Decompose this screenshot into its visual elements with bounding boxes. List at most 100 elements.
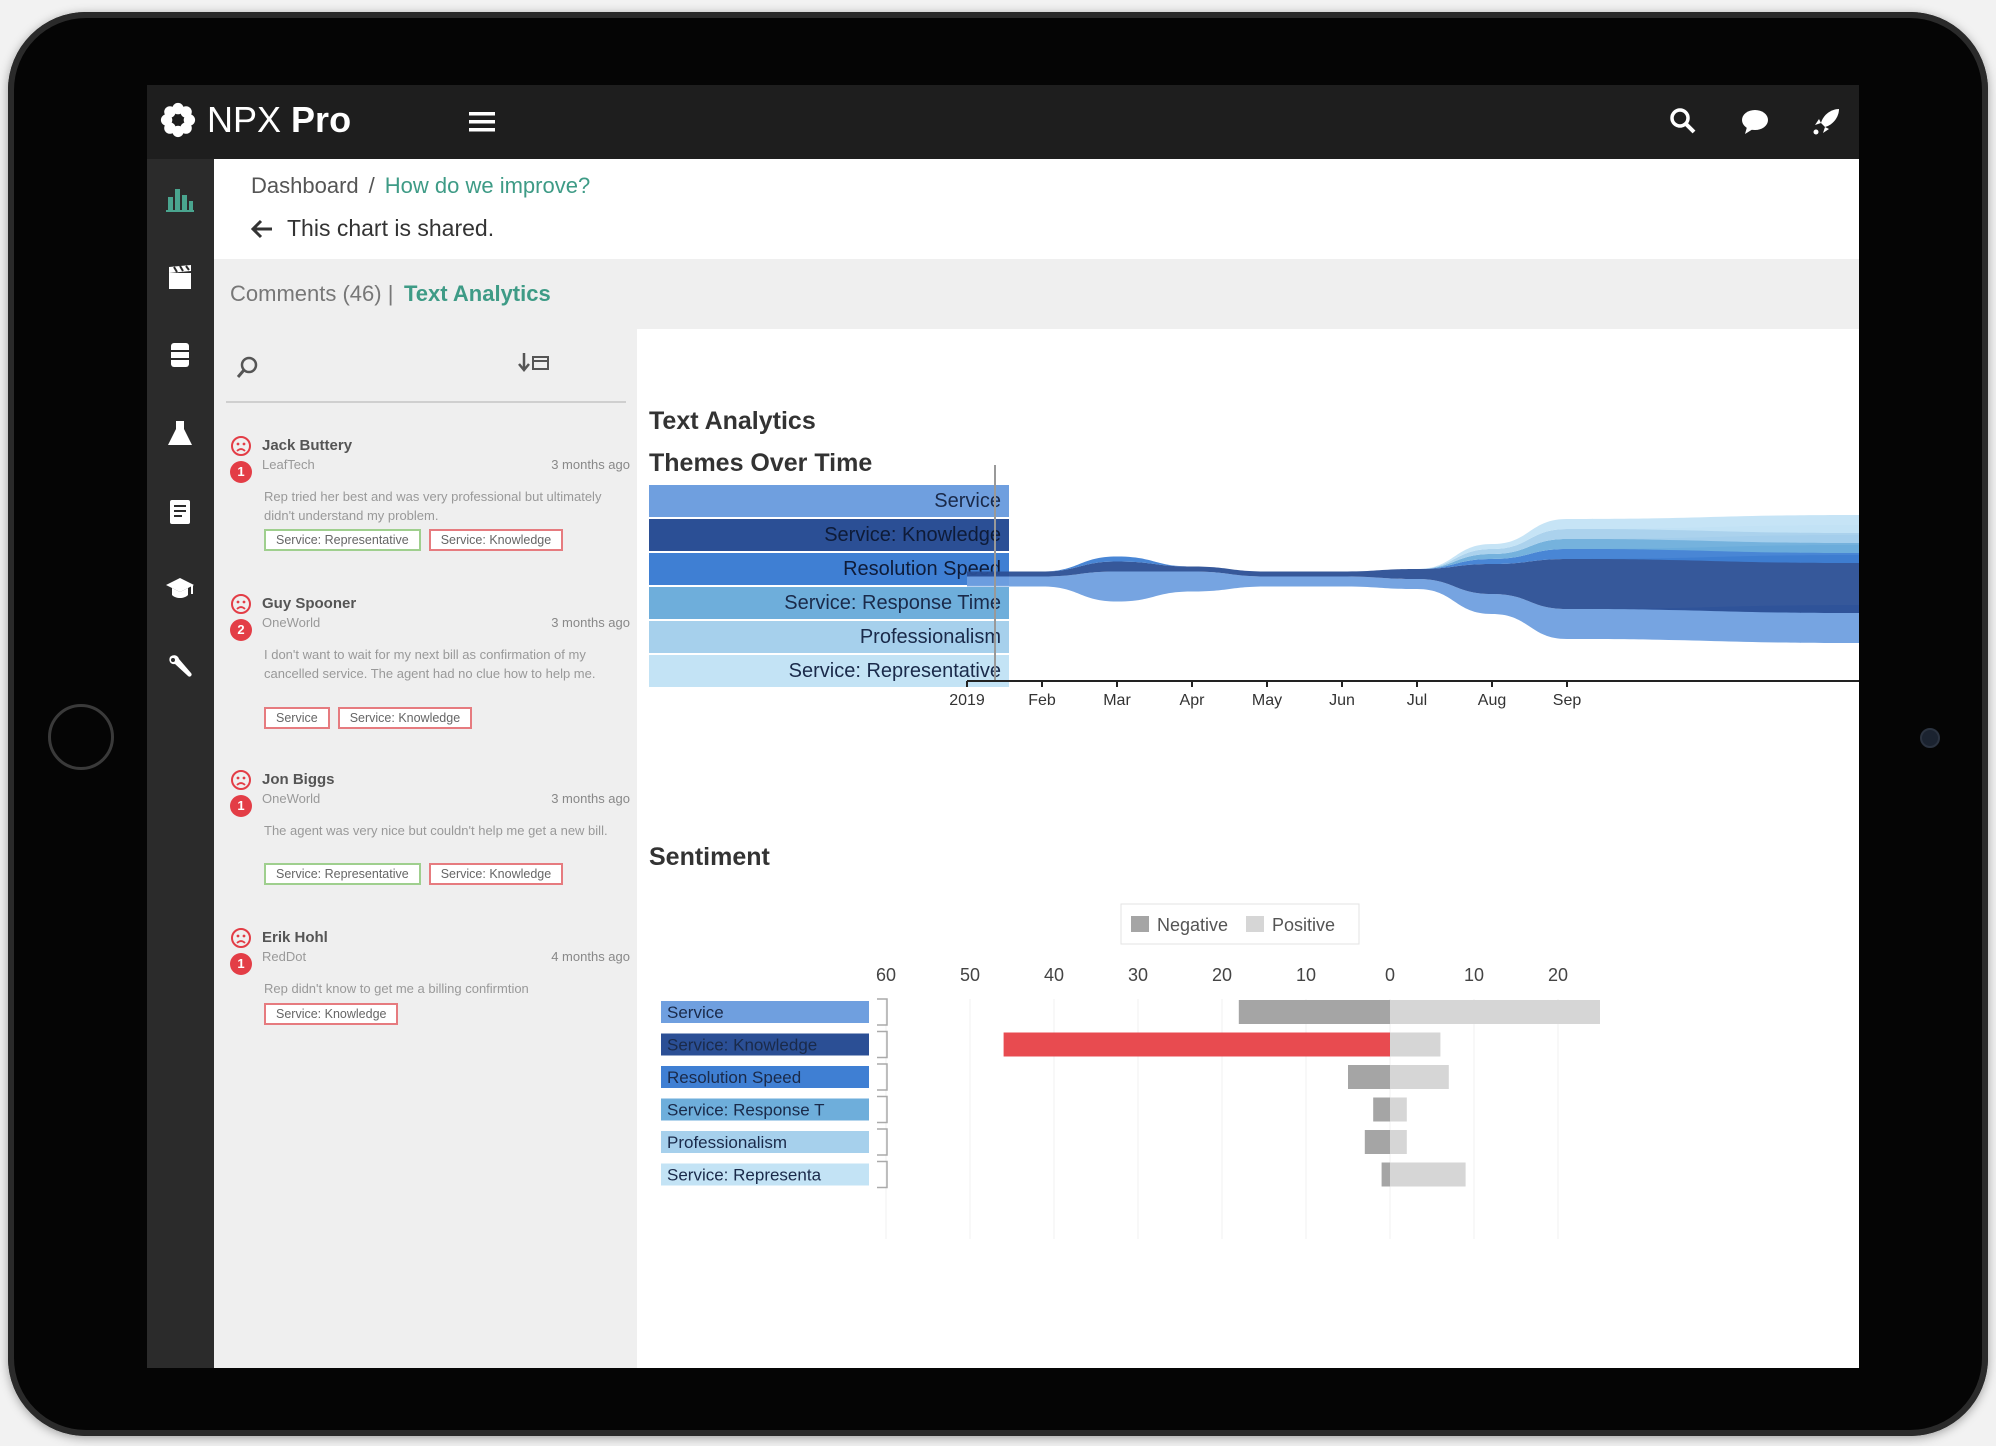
home-button[interactable] bbox=[48, 704, 114, 770]
sad-face-icon bbox=[231, 594, 251, 614]
tag-chip[interactable]: Service: Knowledge bbox=[337, 707, 473, 729]
sidebar-item-learning[interactable] bbox=[164, 573, 196, 605]
flower-logo-icon bbox=[160, 102, 196, 138]
chart-area: Text Analytics Themes Over Time Service … bbox=[637, 329, 1859, 1368]
x-tick-label: 60 bbox=[876, 965, 896, 985]
legend-item-professionalism[interactable]: Professionalism bbox=[649, 621, 1009, 653]
category-bracket bbox=[877, 1063, 888, 1091]
document-icon bbox=[170, 500, 190, 524]
database-icon bbox=[171, 343, 189, 367]
search-icon[interactable] bbox=[1667, 105, 1699, 137]
sidebar bbox=[147, 159, 214, 1368]
chat-icon[interactable] bbox=[1739, 105, 1771, 137]
sidebar-item-settings[interactable] bbox=[164, 651, 196, 683]
back-arrow-icon[interactable] bbox=[251, 219, 273, 239]
category-label: Service: Response T bbox=[667, 1101, 824, 1120]
stream-layer-1 bbox=[967, 555, 1859, 613]
x-tick-label: 30 bbox=[1128, 965, 1148, 985]
legend-item-response-time[interactable]: Service: Response Time bbox=[649, 587, 1009, 619]
sidebar-item-data[interactable] bbox=[164, 339, 196, 371]
brand-logo[interactable]: NPX Pro bbox=[159, 99, 351, 141]
comment-company: LeafTech bbox=[262, 457, 315, 472]
category-label: Service: Representa bbox=[667, 1166, 822, 1185]
x-tick-label: Mar bbox=[1103, 692, 1131, 709]
brand-name: NPX Pro bbox=[207, 99, 352, 140]
menu-icon[interactable] bbox=[467, 107, 497, 137]
count-badge: 2 bbox=[230, 619, 252, 641]
graduation-cap-icon bbox=[166, 578, 194, 598]
legend-box bbox=[1120, 903, 1360, 945]
x-tick-label: 10 bbox=[1296, 965, 1316, 985]
comment-text: I don't want to wait for my next bill as… bbox=[264, 647, 596, 681]
comment-company: RedDot bbox=[262, 949, 307, 964]
tag-chip[interactable]: Service: Representative bbox=[264, 863, 421, 885]
sidebar-item-media[interactable] bbox=[164, 261, 196, 293]
bar-positive bbox=[1390, 1162, 1466, 1187]
tag-chip[interactable]: Service: Representative bbox=[264, 529, 421, 551]
sidebar-item-reports[interactable] bbox=[164, 495, 196, 527]
breadcrumb: Dashboard / How do we improve? bbox=[251, 173, 591, 198]
comment-text: Rep tried her best and was very professi… bbox=[264, 489, 602, 523]
comment-text: The agent was very nice but couldn't hel… bbox=[264, 823, 608, 838]
x-tick-label: Jul bbox=[1407, 692, 1427, 709]
tab-text-analytics[interactable]: Text Analytics bbox=[404, 281, 551, 306]
count-badge: 1 bbox=[230, 795, 252, 817]
tabs-bar: Comments (46) | Text Analytics bbox=[214, 259, 1859, 329]
x-tick-label: 10 bbox=[1464, 965, 1484, 985]
category-label: Resolution Speed bbox=[667, 1068, 801, 1087]
comment-text: Rep didn't know to get me a billing conf… bbox=[264, 981, 529, 996]
stream-layer-0 bbox=[967, 571, 1859, 643]
category-label: Service: Knowledge bbox=[667, 1036, 817, 1055]
tag-chip[interactable]: Service: Knowledge bbox=[264, 1003, 399, 1025]
sad-face-icon bbox=[231, 436, 251, 456]
legend-item-resolution-speed[interactable]: Resolution Speed bbox=[649, 553, 1009, 585]
legend-item-service-knowledge[interactable]: Service: Knowledge bbox=[649, 519, 1009, 551]
bar-negative bbox=[1364, 1130, 1390, 1154]
bar-negative bbox=[1381, 1162, 1390, 1187]
sort-icon[interactable] bbox=[516, 349, 552, 377]
rocket-icon[interactable] bbox=[1811, 105, 1843, 137]
category-bracket bbox=[877, 1030, 888, 1059]
bar-positive bbox=[1390, 1097, 1407, 1122]
legend-item-representative[interactable]: Service: Representative bbox=[649, 655, 1009, 687]
count-badge: 1 bbox=[230, 953, 252, 975]
breadcrumb-current[interactable]: How do we improve? bbox=[384, 173, 591, 198]
sidebar-item-lab[interactable] bbox=[164, 417, 196, 449]
search-icon[interactable] bbox=[234, 354, 262, 382]
legend-swatch-positive bbox=[1246, 916, 1264, 932]
x-tick-label: 2019 bbox=[949, 692, 985, 709]
count-badge: 1 bbox=[230, 461, 252, 483]
sentiment-chart: Negative Positive 60 50 40 30 20 10 0 10 20 Service… bbox=[661, 903, 1600, 1239]
clapperboard-icon bbox=[169, 265, 191, 289]
x-tick-label: 20 bbox=[1548, 965, 1568, 985]
category-label-bg bbox=[661, 1001, 869, 1023]
category-bracket bbox=[877, 1128, 888, 1156]
stream-layer-3 bbox=[967, 535, 1859, 572]
comment-time: 4 months ago bbox=[551, 949, 630, 964]
legend-item-service[interactable]: Service bbox=[649, 485, 1009, 517]
stream-layer-5 bbox=[967, 515, 1859, 572]
themes-legend: Service Service: Knowledge Resolution Sp… bbox=[649, 485, 1009, 689]
bar-positive bbox=[1390, 1065, 1449, 1089]
section-title: Text Analytics bbox=[649, 407, 816, 435]
comment-author: Jon Biggs bbox=[262, 771, 335, 788]
breadcrumb-dashboard[interactable]: Dashboard bbox=[251, 173, 359, 198]
legend-label-negative: Negative bbox=[1157, 915, 1228, 935]
stream-layer-4 bbox=[967, 525, 1859, 572]
themes-title: Themes Over Time bbox=[649, 449, 873, 477]
category-label: Professionalism bbox=[667, 1133, 787, 1152]
tag-chip[interactable]: Service bbox=[264, 707, 330, 729]
bar-positive bbox=[1390, 1032, 1441, 1057]
sidebar-item-analytics[interactable] bbox=[164, 183, 196, 215]
x-tick-label: Sep bbox=[1553, 692, 1582, 709]
stream-layer-2 bbox=[967, 545, 1859, 572]
comment-author: Jack Buttery bbox=[262, 437, 353, 454]
tag-chip[interactable]: Service: Knowledge bbox=[428, 529, 564, 551]
bar-negative bbox=[1003, 1032, 1390, 1057]
x-tick-label: Feb bbox=[1028, 692, 1056, 709]
tag-chip[interactable]: Service: Knowledge bbox=[428, 863, 564, 885]
bar-negative bbox=[1238, 1000, 1390, 1024]
x-tick-label: 20 bbox=[1212, 965, 1232, 985]
sad-face-icon bbox=[231, 770, 251, 790]
tab-comments[interactable]: Comments (46) | bbox=[230, 281, 394, 306]
